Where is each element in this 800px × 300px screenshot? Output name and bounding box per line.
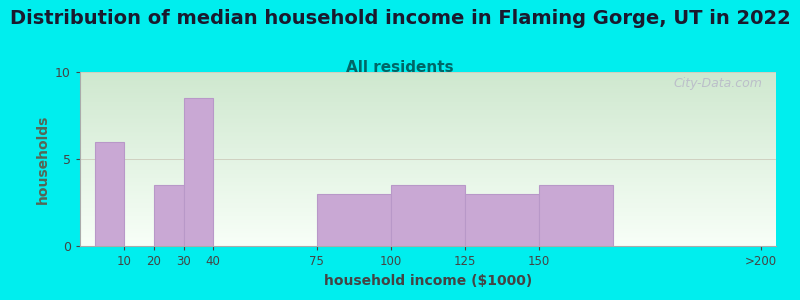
Bar [391, 185, 465, 246]
Text: Distribution of median household income in Flaming Gorge, UT in 2022: Distribution of median household income … [10, 9, 790, 28]
Bar [317, 194, 391, 246]
Bar [184, 98, 214, 246]
Bar [465, 194, 539, 246]
Y-axis label: households: households [35, 114, 50, 204]
Text: All residents: All residents [346, 60, 454, 75]
Bar [95, 142, 125, 246]
Text: City-Data.com: City-Data.com [674, 77, 762, 90]
Bar [154, 185, 184, 246]
X-axis label: household income ($1000): household income ($1000) [324, 274, 532, 288]
Bar [539, 185, 613, 246]
